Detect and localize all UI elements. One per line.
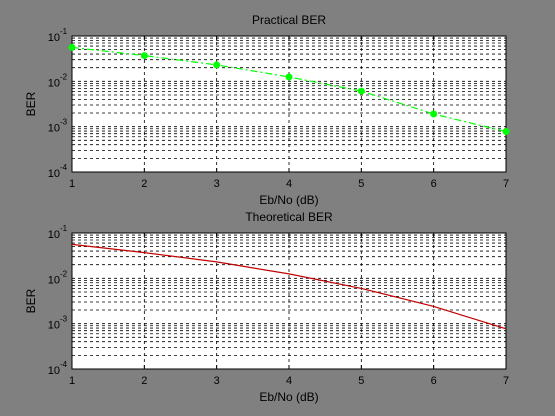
y-axis-label: BER xyxy=(24,91,38,116)
y-tick-base: 10 xyxy=(48,123,60,135)
x-tick-label: 1 xyxy=(69,375,75,387)
y-tick-base: 10 xyxy=(48,77,60,89)
y-tick-label: 10-2 xyxy=(48,269,68,286)
chart-title: Theoretical BER xyxy=(245,210,333,224)
x-tick-label: 5 xyxy=(358,375,364,387)
y-tick-exponent: -4 xyxy=(60,163,68,172)
y-tick-label: 10-4 xyxy=(48,360,68,377)
x-tick-label: 3 xyxy=(214,375,220,387)
y-tick-base: 10 xyxy=(48,274,60,286)
y-tick-label: 10-1 xyxy=(48,27,68,44)
x-tick-label: 1 xyxy=(69,178,75,190)
y-tick-label: 10-1 xyxy=(48,224,68,241)
y-tick-base: 10 xyxy=(48,229,60,241)
y-tick-exponent: -2 xyxy=(60,269,68,278)
y-tick-exponent: -4 xyxy=(60,360,68,369)
y-tick-label: 10-3 xyxy=(48,118,68,135)
axes-border xyxy=(71,35,507,173)
y-tick-exponent: -3 xyxy=(60,315,68,324)
x-tick-label: 6 xyxy=(431,375,437,387)
y-axis-label: BER xyxy=(24,288,38,313)
x-axis-label: Eb/No (dB) xyxy=(259,390,318,404)
y-tick-base: 10 xyxy=(48,365,60,377)
x-tick-label: 6 xyxy=(431,178,437,190)
y-tick-exponent: -2 xyxy=(60,72,68,81)
x-tick-label: 2 xyxy=(141,375,147,387)
y-tick-exponent: -1 xyxy=(60,224,68,233)
y-tick-label: 10-3 xyxy=(48,315,68,332)
chart-title: Practical BER xyxy=(252,13,326,27)
axes-border xyxy=(71,232,507,370)
data-point xyxy=(285,73,293,81)
x-tick-label: 2 xyxy=(141,178,147,190)
x-tick-label: 7 xyxy=(503,178,509,190)
data-point xyxy=(213,61,221,69)
y-tick-label: 10-2 xyxy=(48,72,68,89)
y-tick-label: 10-4 xyxy=(48,163,68,180)
y-tick-base: 10 xyxy=(48,168,60,180)
y-tick-exponent: -3 xyxy=(60,118,68,127)
y-tick-base: 10 xyxy=(48,32,60,44)
x-tick-label: 4 xyxy=(286,375,292,387)
series-line xyxy=(71,243,507,330)
x-tick-label: 7 xyxy=(503,375,509,387)
x-tick-label: 5 xyxy=(358,178,364,190)
data-point xyxy=(68,43,76,51)
y-tick-base: 10 xyxy=(48,320,60,332)
x-axis-label: Eb/No (dB) xyxy=(259,193,318,207)
data-point xyxy=(502,128,510,136)
data-point xyxy=(357,87,365,95)
y-tick-exponent: -1 xyxy=(60,27,68,36)
data-point xyxy=(430,110,438,118)
x-tick-label: 4 xyxy=(286,178,292,190)
x-tick-label: 3 xyxy=(214,178,220,190)
data-point xyxy=(140,52,148,60)
